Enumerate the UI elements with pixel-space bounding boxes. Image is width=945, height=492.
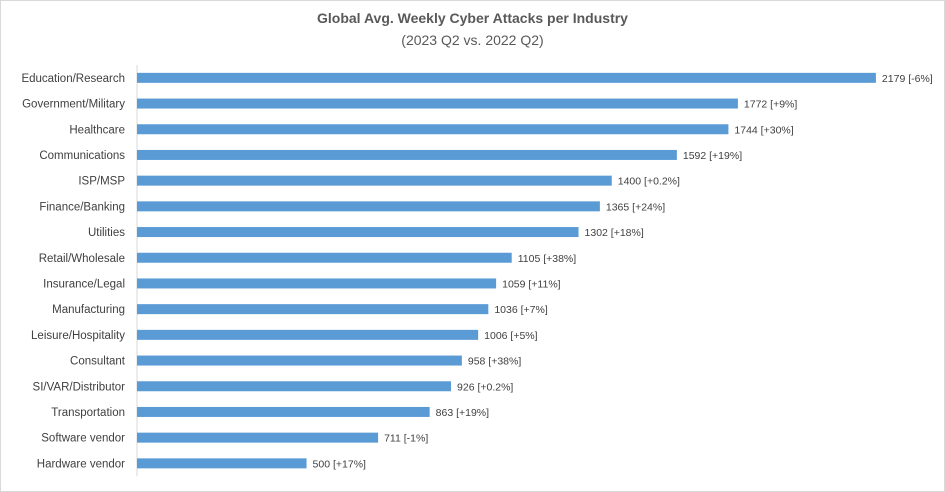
category-label: Hardware vendor bbox=[37, 458, 125, 470]
data-label: 1006 [+5%] bbox=[484, 330, 538, 342]
category-label: Education/Research bbox=[21, 73, 125, 85]
data-label: 711 [-1%] bbox=[384, 433, 428, 445]
data-label: 958 [+38%] bbox=[468, 356, 522, 368]
bar bbox=[137, 72, 876, 83]
bar bbox=[137, 124, 729, 135]
category-label: Manufacturing bbox=[52, 304, 125, 316]
category-label: Retail/Wholesale bbox=[39, 253, 125, 265]
bar bbox=[137, 304, 489, 315]
data-label: 1772 [+9%] bbox=[744, 99, 798, 111]
bar bbox=[137, 98, 738, 109]
chart-title: Global Avg. Weekly Cyber Attacks per Ind… bbox=[317, 10, 628, 26]
data-label: 1365 [+24%] bbox=[606, 201, 665, 213]
chart-subtitle: (2023 Q2 vs. 2022 Q2) bbox=[401, 32, 544, 48]
category-label: SI/VAR/Distributor bbox=[33, 381, 126, 393]
bar bbox=[137, 381, 452, 392]
category-label: Consultant bbox=[70, 356, 126, 368]
bar bbox=[137, 252, 512, 263]
category-label: Communications bbox=[39, 150, 125, 162]
bar bbox=[137, 406, 430, 417]
bar bbox=[137, 175, 612, 186]
bar bbox=[137, 227, 579, 238]
data-label: 2179 [-6%] bbox=[882, 73, 933, 85]
data-label: 1400 [+0.2%] bbox=[618, 176, 680, 188]
category-label: Leisure/Hospitality bbox=[31, 330, 125, 342]
category-label: ISP/MSP bbox=[78, 176, 125, 188]
data-label: 1592 [+19%] bbox=[683, 150, 742, 162]
category-label: Finance/Banking bbox=[39, 201, 125, 213]
bar bbox=[137, 432, 379, 443]
data-label: 1302 [+18%] bbox=[585, 227, 644, 239]
data-label: 1105 [+38%] bbox=[518, 253, 577, 265]
bar bbox=[137, 329, 479, 340]
data-label: 500 [+17%] bbox=[313, 458, 367, 470]
category-label: Software vendor bbox=[41, 433, 125, 445]
data-label: 1036 [+7%] bbox=[494, 304, 548, 316]
category-label: Government/Military bbox=[22, 99, 125, 111]
category-label: Insurance/Legal bbox=[43, 278, 125, 290]
data-label: 1744 [+30%] bbox=[734, 124, 793, 136]
plot-area: Education/Research 2179 [-6%] Government/M… bbox=[21, 65, 933, 477]
category-label: Utilities bbox=[88, 227, 125, 239]
bar bbox=[137, 355, 462, 366]
data-label: 1059 [+11%] bbox=[502, 278, 561, 290]
bar bbox=[137, 201, 600, 212]
data-label: 863 [+19%] bbox=[436, 407, 490, 419]
bar bbox=[137, 149, 677, 160]
category-label: Transportation bbox=[51, 407, 125, 419]
category-label: Healthcare bbox=[69, 124, 125, 136]
data-label: 926 [+0.2%] bbox=[457, 381, 513, 393]
bar bbox=[137, 278, 497, 289]
bar bbox=[137, 458, 307, 469]
